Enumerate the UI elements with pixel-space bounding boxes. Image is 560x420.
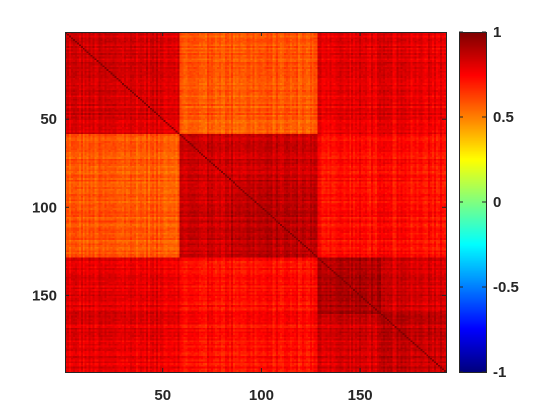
x-tick-label: 150 [348,387,373,404]
colorbar-tick-label: 1 [493,24,501,41]
plot-frame [65,32,447,373]
heatmap-image [65,32,446,372]
y-tick-label: 100 [32,199,57,216]
y-tick-label: 50 [40,111,57,128]
colorbar-ticks: 1 0.5 0 -0.5 -1 [459,24,519,381]
y-axis-ticks: 50 100 150 [32,111,446,304]
colorbar-tick-label: -0.5 [493,279,519,296]
x-tick-label: 50 [154,387,171,404]
y-tick-label: 150 [32,287,57,304]
colorbar-gradient [459,32,486,372]
colorbar-tick-label: -1 [493,364,506,381]
x-axis-ticks: 50 100 150 [154,32,373,404]
colorbar-tick-label: 0.5 [493,109,514,126]
x-tick-label: 100 [249,387,274,404]
colorbar-tick-label: 0 [493,194,501,211]
